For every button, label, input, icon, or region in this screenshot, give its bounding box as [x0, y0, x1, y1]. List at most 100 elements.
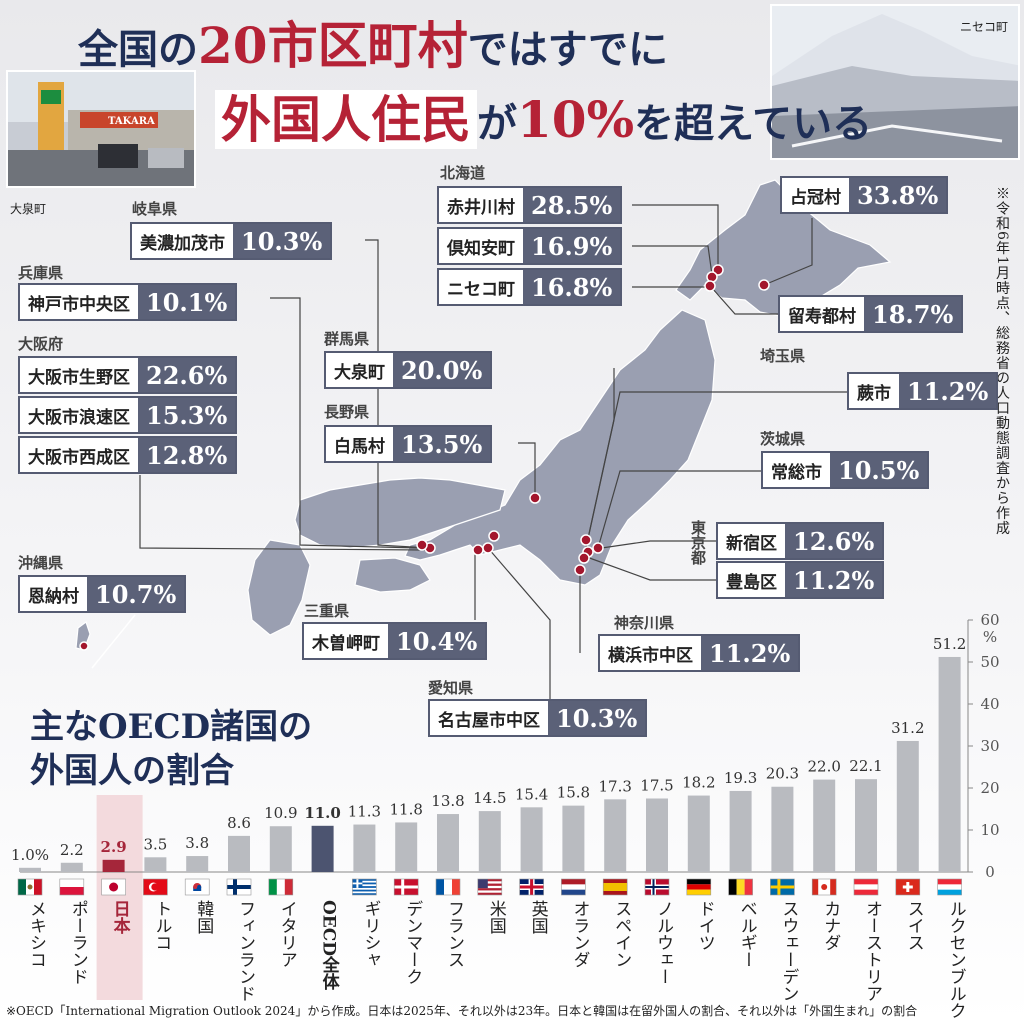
bar-16 [646, 798, 668, 872]
bar-value-label: 13.8 [431, 792, 464, 810]
bar-value-label: 22.1 [849, 757, 882, 775]
bar-1 [19, 867, 41, 872]
flag-usa-icon [477, 878, 503, 896]
flag-norway-icon [644, 878, 670, 896]
category-label: メキシコ [26, 900, 46, 968]
y-tick-label: 30 [980, 737, 999, 755]
municipality-value: 18.7% [864, 297, 962, 331]
category-label: フランス [444, 900, 464, 968]
bar-value-label: 11.3 [348, 803, 381, 821]
municipality-name: 大泉町 [326, 353, 393, 387]
municipality-name: 白馬村 [326, 427, 393, 461]
pref-hyogo: 兵庫県 [18, 264, 64, 282]
municipality-name: 名古屋市中区 [430, 701, 548, 735]
municipality-name: 大阪市浪速区 [20, 398, 138, 432]
headline-particle: が [477, 100, 517, 147]
bar-11 [437, 814, 459, 872]
municipality-name: 豊島区 [718, 563, 785, 597]
bar-value-label: 18.2 [682, 774, 715, 792]
bar-value-label: 51.2 [933, 635, 966, 653]
municipality-value: 15.3% [138, 398, 236, 432]
flag-netherlands-icon [561, 878, 586, 896]
municipality-value: 16.9% [523, 229, 621, 263]
bar-17 [687, 795, 710, 872]
category-label: ギリシャ [360, 900, 380, 968]
bar-value-label: 17.3 [598, 777, 631, 795]
flag-spain-icon [602, 878, 628, 896]
pref-mie: 三重県 [304, 602, 350, 620]
flag-finland-icon [226, 878, 252, 896]
bar-19 [771, 786, 794, 872]
bar-value-label: 15.8 [557, 784, 590, 802]
pref-nagano: 長野県 [324, 403, 370, 421]
bar-22 [896, 740, 919, 872]
municipality-name: 赤井川村 [439, 188, 523, 222]
bar-7 [269, 826, 292, 872]
municipality-name: 蕨市 [849, 374, 899, 408]
municipality-value: 10.3% [233, 224, 331, 258]
bar-3 [102, 859, 125, 872]
bar-value-label: 14.5 [473, 789, 506, 807]
municipality-name: 神戸市中央区 [20, 285, 138, 319]
label-joso: 常総市 10.5% [761, 451, 930, 489]
bar-4 [144, 857, 167, 872]
headline-line1: 全国の20市区町村ではすでに [78, 6, 668, 78]
bar-13 [520, 807, 543, 872]
municipality-value: 16.8% [523, 270, 621, 304]
pref-saitama: 埼玉県 [760, 347, 806, 365]
municipality-value: 10.1% [138, 285, 236, 319]
bar-21 [855, 779, 877, 872]
label-hakuba: 白馬村 13.5% [324, 425, 493, 463]
category-label: 英国 [528, 900, 549, 934]
category-label: ポーランド [68, 900, 88, 985]
label-niseko: ニセコ町 16.8% [437, 268, 623, 306]
flag-denmark-icon [393, 878, 419, 896]
label-warabi: 蕨市 11.2% [847, 372, 999, 410]
bar-value-label: 11.0 [304, 804, 341, 822]
label-osaka-naniwa: 大阪市浪速区 15.3% [18, 396, 238, 434]
flag-greece-icon [352, 878, 377, 896]
category-label: ベルギー [737, 900, 757, 968]
category-label: デンマーク [402, 900, 422, 985]
municipality-name: 大阪市生野区 [20, 358, 138, 392]
bar-value-label: 31.2 [891, 719, 924, 737]
municipality-value: 13.5% [393, 427, 491, 461]
bar-value-label: 3.5 [143, 835, 167, 853]
y-tick-label: 50 [980, 653, 999, 671]
headline-ending: を超えている [634, 100, 873, 147]
flag-sweden-icon [770, 878, 795, 896]
label-minokamo: 美濃加茂市 10.3% [130, 222, 333, 260]
label-kobe-chuo: 神戸市中央区 10.1% [18, 283, 238, 321]
flag-italy-icon [268, 878, 294, 896]
flag-poland-icon [59, 878, 85, 896]
category-label: ノルウェー [653, 900, 673, 985]
category-label: スペイン [611, 900, 631, 968]
label-shimukappu: 占冠村 33.8% [780, 176, 949, 214]
pref-tokyo: 東京都 [689, 520, 707, 565]
pref-aichi: 愛知県 [428, 679, 474, 697]
oecd-title-line2: 外国人の割合 [30, 751, 234, 791]
municipality-name: ニセコ町 [439, 270, 523, 304]
bar-9 [353, 824, 376, 872]
bar-6 [228, 835, 250, 872]
pref-hokkaido: 北海道 [440, 164, 486, 182]
bar-15 [604, 799, 627, 872]
headline-suffix: ではすでに [467, 26, 668, 73]
municipality-value: 10.5% [830, 453, 928, 487]
category-label: 日本 [110, 900, 131, 935]
municipality-value: 20.0% [393, 353, 491, 387]
category-label: オーストリア [862, 900, 882, 1002]
label-kutchan: 倶知安町 16.9% [437, 227, 623, 265]
category-label: OECD全体 [319, 900, 341, 991]
category-label: ルクセンブルク [946, 900, 966, 1019]
headline-line2: 外国人住民 が10%を超えている [215, 80, 872, 152]
pref-gifu: 岐阜県 [132, 200, 178, 218]
municipality-name: 常総市 [763, 453, 830, 487]
municipality-value: 11.2% [785, 563, 883, 597]
bar-2 [60, 862, 83, 872]
bar-5 [186, 856, 209, 872]
municipality-name: 恩納村 [20, 577, 87, 611]
bar-value-label: 2.9 [101, 838, 127, 856]
